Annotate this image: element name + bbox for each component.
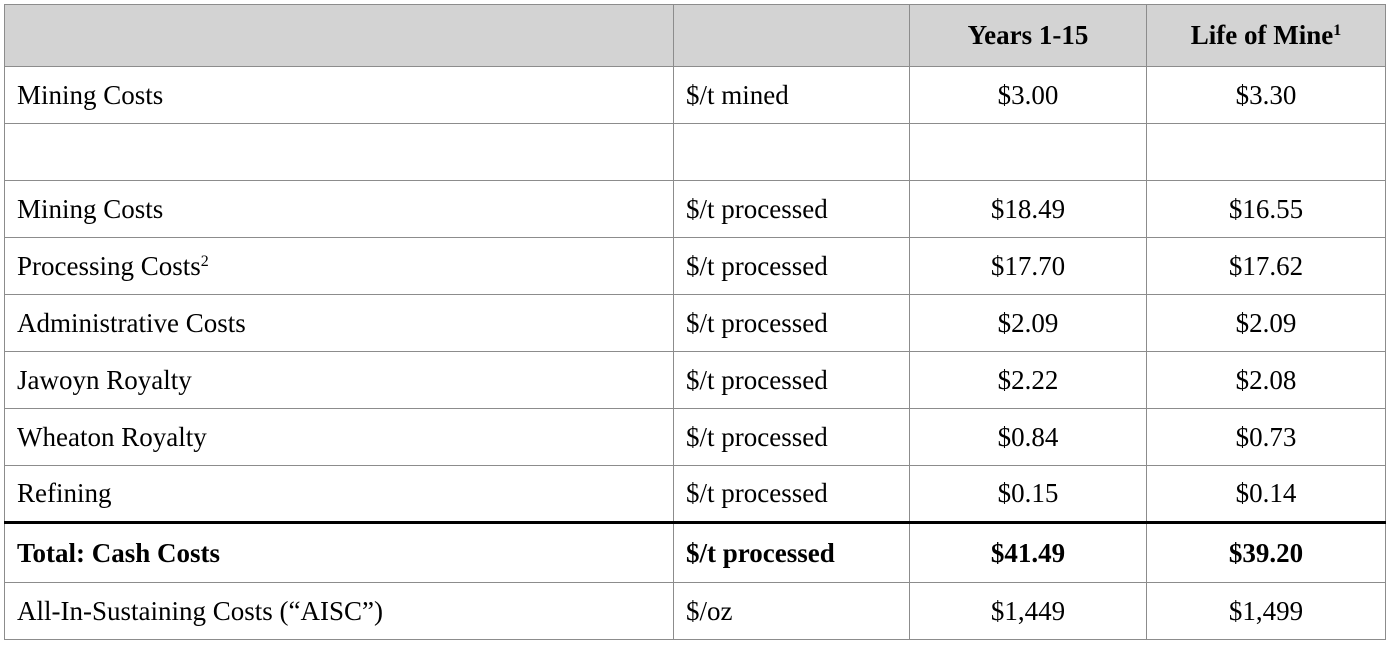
row-label: Mining Costs [4,66,674,124]
row-unit: $/t mined [673,66,910,124]
header-label-cell [4,4,674,67]
total-label-text: Total: Cash Costs [17,537,221,568]
row-years-1-15-value: $18.49 [909,180,1147,238]
row-life-of-mine-value [1146,123,1386,181]
table-row: Refining $/t processed $0.15 $0.14 [4,465,1386,523]
footnote-marker: 2 [200,252,209,270]
row-label-text: Jawoyn Royalty [17,364,192,395]
row-label-text: Mining Costs [17,79,164,110]
row-life-of-mine-value: $0.73 [1146,408,1386,466]
row-life-of-mine-value: $2.09 [1146,294,1386,352]
table-row: Administrative Costs $/t processed $2.09… [4,294,1386,352]
cost-table: Years 1-15 Life of Mine1 Mining Costs $/… [4,4,1386,640]
header-life-of-mine-text: Life of Mine [1190,20,1334,50]
row-label: Mining Costs [4,180,674,238]
row-unit: $/t processed [673,180,910,238]
row-years-1-15-value [909,123,1147,181]
header-life-of-mine: Life of Mine1 [1146,4,1386,67]
row-unit: $/t processed [673,294,910,352]
row-unit: $/t processed [673,237,910,295]
row-life-of-mine-value: $1,499 [1146,582,1386,640]
header-unit-cell [673,4,910,67]
table-row: Mining Costs $/t mined $3.00 $3.30 [4,66,1386,124]
row-years-1-15-value: $0.15 [909,465,1147,523]
total-unit: $/t processed [673,521,910,583]
row-label: Jawoyn Royalty [4,351,674,409]
table-row [4,123,1386,181]
total-label: Total: Cash Costs [4,521,674,583]
row-label-text: Administrative Costs [17,307,246,338]
row-label-text: Wheaton Royalty [17,421,207,452]
row-years-1-15-value: $17.70 [909,237,1147,295]
table-row: Wheaton Royalty $/t processed $0.84 $0.7… [4,408,1386,466]
total-years-1-15-value: $41.49 [909,521,1147,583]
total-row: Total: Cash Costs $/t processed $41.49 $… [4,521,1386,583]
table-row: Jawoyn Royalty $/t processed $2.22 $2.08 [4,351,1386,409]
row-years-1-15-value: $1,449 [909,582,1147,640]
row-label-text: All-In-Sustaining Costs (“AISC”) [17,595,383,626]
row-life-of-mine-value: $2.08 [1146,351,1386,409]
row-unit: $/t processed [673,408,910,466]
row-unit: $/t processed [673,465,910,523]
row-label: All-In-Sustaining Costs (“AISC”) [4,582,674,640]
row-label [4,123,674,181]
table-row: Mining Costs $/t processed $18.49 $16.55 [4,180,1386,238]
row-years-1-15-value: $2.09 [909,294,1147,352]
row-label-text: Mining Costs [17,193,164,224]
row-years-1-15-value: $2.22 [909,351,1147,409]
row-unit: $/t processed [673,351,910,409]
row-years-1-15-value: $3.00 [909,66,1147,124]
row-label: Wheaton Royalty [4,408,674,466]
row-label: Refining [4,465,674,523]
row-label-text: Processing Costs [17,250,201,281]
row-life-of-mine-value: $3.30 [1146,66,1386,124]
row-unit [673,123,910,181]
header-row: Years 1-15 Life of Mine1 [4,4,1386,67]
total-life-of-mine-value: $39.20 [1146,521,1386,583]
row-label: Processing Costs2 [4,237,674,295]
row-life-of-mine-value: $16.55 [1146,180,1386,238]
table-row: All-In-Sustaining Costs (“AISC”) $/oz $1… [4,582,1386,640]
table-row: Processing Costs2 $/t processed $17.70 $… [4,237,1386,295]
row-label: Administrative Costs [4,294,674,352]
row-unit: $/oz [673,582,910,640]
header-years-1-15: Years 1-15 [909,4,1147,67]
row-years-1-15-value: $0.84 [909,408,1147,466]
row-life-of-mine-value: $17.62 [1146,237,1386,295]
row-label-text: Refining [17,478,112,508]
footnote-marker: 1 [1333,22,1342,39]
row-life-of-mine-value: $0.14 [1146,465,1386,523]
